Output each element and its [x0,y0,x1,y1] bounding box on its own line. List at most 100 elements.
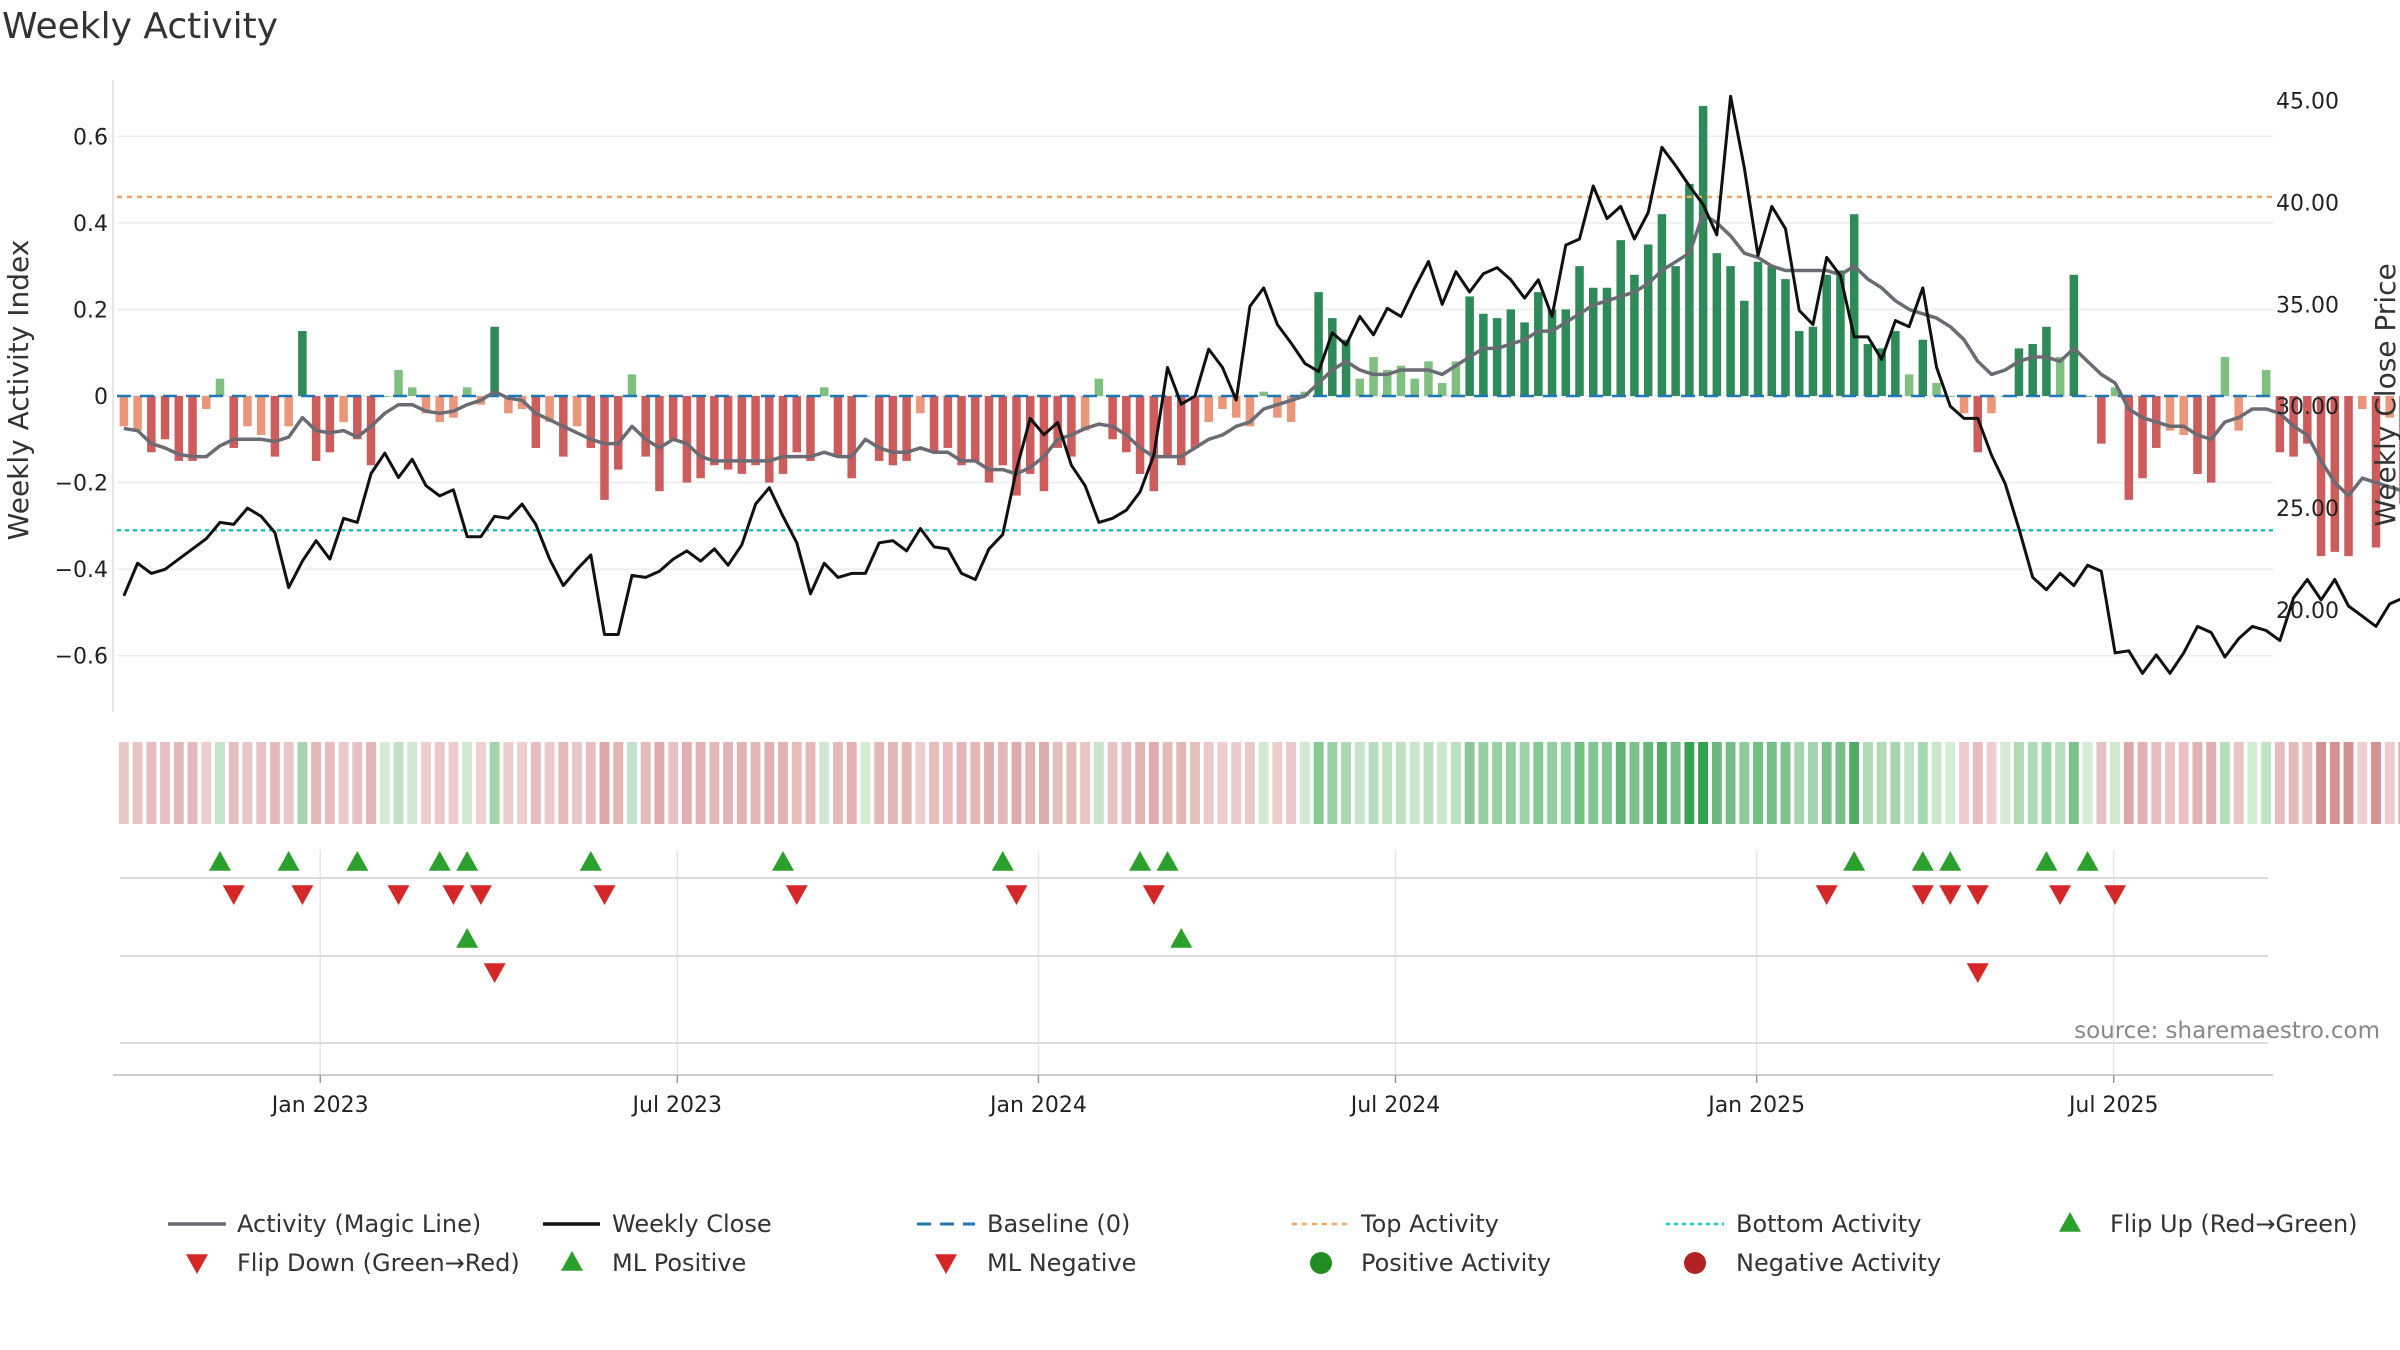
activity-bar [641,396,650,457]
strip-cell [668,742,679,824]
activity-bar [2014,348,2024,396]
strip-cell [434,742,445,824]
strip-cell [1423,742,1434,824]
activity-bar [1781,279,1790,396]
strip-cell [1684,742,1695,824]
flip-up-marker [579,851,602,871]
activity-bar [723,396,733,470]
legend-label-bottom-activity: Bottom Activity [1736,1210,1921,1238]
activity-bar [792,396,802,453]
y-tick-left: −0.2 [55,472,108,497]
strip-cell [1162,742,1173,824]
activity-bar [668,396,678,440]
activity-bar [1410,378,1419,396]
activity-bar [119,396,129,427]
activity-bar [1520,322,1529,396]
activity-bar [1657,214,1667,396]
strip-cell [462,742,473,824]
strip-cell [2288,742,2299,824]
strip-cell [736,742,747,824]
strip-cell [1560,742,1571,824]
legend-label-ml-negative: ML Negative [987,1249,1136,1277]
activity-bar [1259,391,1268,396]
strip-cell [1986,742,1997,824]
strip-cell [1368,742,1379,824]
strip-cell [118,742,129,824]
strip-cell [874,742,885,824]
activity-bar [2358,396,2367,409]
flip-down-marker [1966,885,1989,905]
flip-down-marker [2104,885,2127,905]
strip-cell [929,742,940,824]
strip-cell [2082,742,2093,824]
strip-cell [173,742,184,824]
flip-down-marker [1911,885,1934,905]
reference-lines [117,195,2273,532]
strip-cell [1725,742,1736,824]
activity-bar [256,396,266,435]
activity-bar [984,396,994,483]
flip-up-marker [428,851,451,871]
ml-positive-marker [456,928,479,948]
strip-cell [1038,742,1049,824]
y-tick-right: 40.00 [2276,191,2339,216]
strip-cell [2274,742,2285,824]
legend: Activity (Magic Line) Weekly Close Baselin… [168,1210,2358,1277]
activity-bar [2220,357,2230,396]
activity-bar [1588,287,1598,396]
strip-cell [1272,742,1283,824]
strip-cell [1794,742,1805,824]
activity-bar [325,396,335,453]
flip-up-marker [456,851,479,871]
strip-cell [160,742,171,824]
activity-bar [1094,378,1104,396]
series-lines [122,94,2400,675]
strip-cell [1739,742,1750,824]
activity-bar [737,396,747,474]
strip-cell [2233,742,2244,824]
signal-markers [120,851,2268,1274]
strip-cell [1711,742,1722,824]
strip-cell [2027,742,2038,824]
strip-cell [2316,742,2327,824]
flip-up-marker [2035,851,2058,871]
strip-cell [1629,742,1640,824]
strip-cell [2110,742,2121,824]
activity-bar [1534,292,1543,396]
activity-bar [1135,396,1145,474]
strip-cell [1203,742,1214,824]
y-axis-label-right: Weekly Close Price [2369,263,2400,526]
strip-cell [489,742,500,824]
strip-cell [833,742,843,824]
chart-title: Weekly Activity [2,6,278,47]
strip-cell [2206,742,2217,824]
strip-cell [311,742,322,824]
strip-cell [1656,742,1667,824]
strip-cell [228,742,239,824]
activity-bar [2179,396,2188,435]
activity-bar [902,396,911,461]
strip-cell [681,742,692,824]
strip-cell [1148,742,1159,824]
source-label: source: sharemaestro.com [2074,1018,2380,1044]
strip-cell [1505,742,1516,824]
axes: 0.6 0.4 0.2 0 −0.2 −0.4 −0.6 45.00 40.00 35.00 30.… [55,80,2339,1118]
activity-bar [545,396,554,422]
strip-cell [970,742,981,824]
y-tick-left: 0.4 [73,212,108,237]
strip-cell [1025,742,1036,824]
activity-bar [1643,244,1653,396]
activity-bar [147,396,156,453]
strip-cell [503,742,514,824]
activity-bar [1506,309,1516,396]
legend-swatch-positive-activity [1310,1252,1332,1274]
activity-bar [270,396,280,457]
activity-bar [2124,396,2134,500]
activity-bar [435,396,444,422]
strip-cell [1904,742,1915,824]
legend-swatch-flip-down [186,1254,208,1274]
strip-cell [695,742,706,824]
activity-bar [1547,309,1557,396]
strip-cell [1574,742,1585,824]
strip-cell [1917,742,1928,824]
